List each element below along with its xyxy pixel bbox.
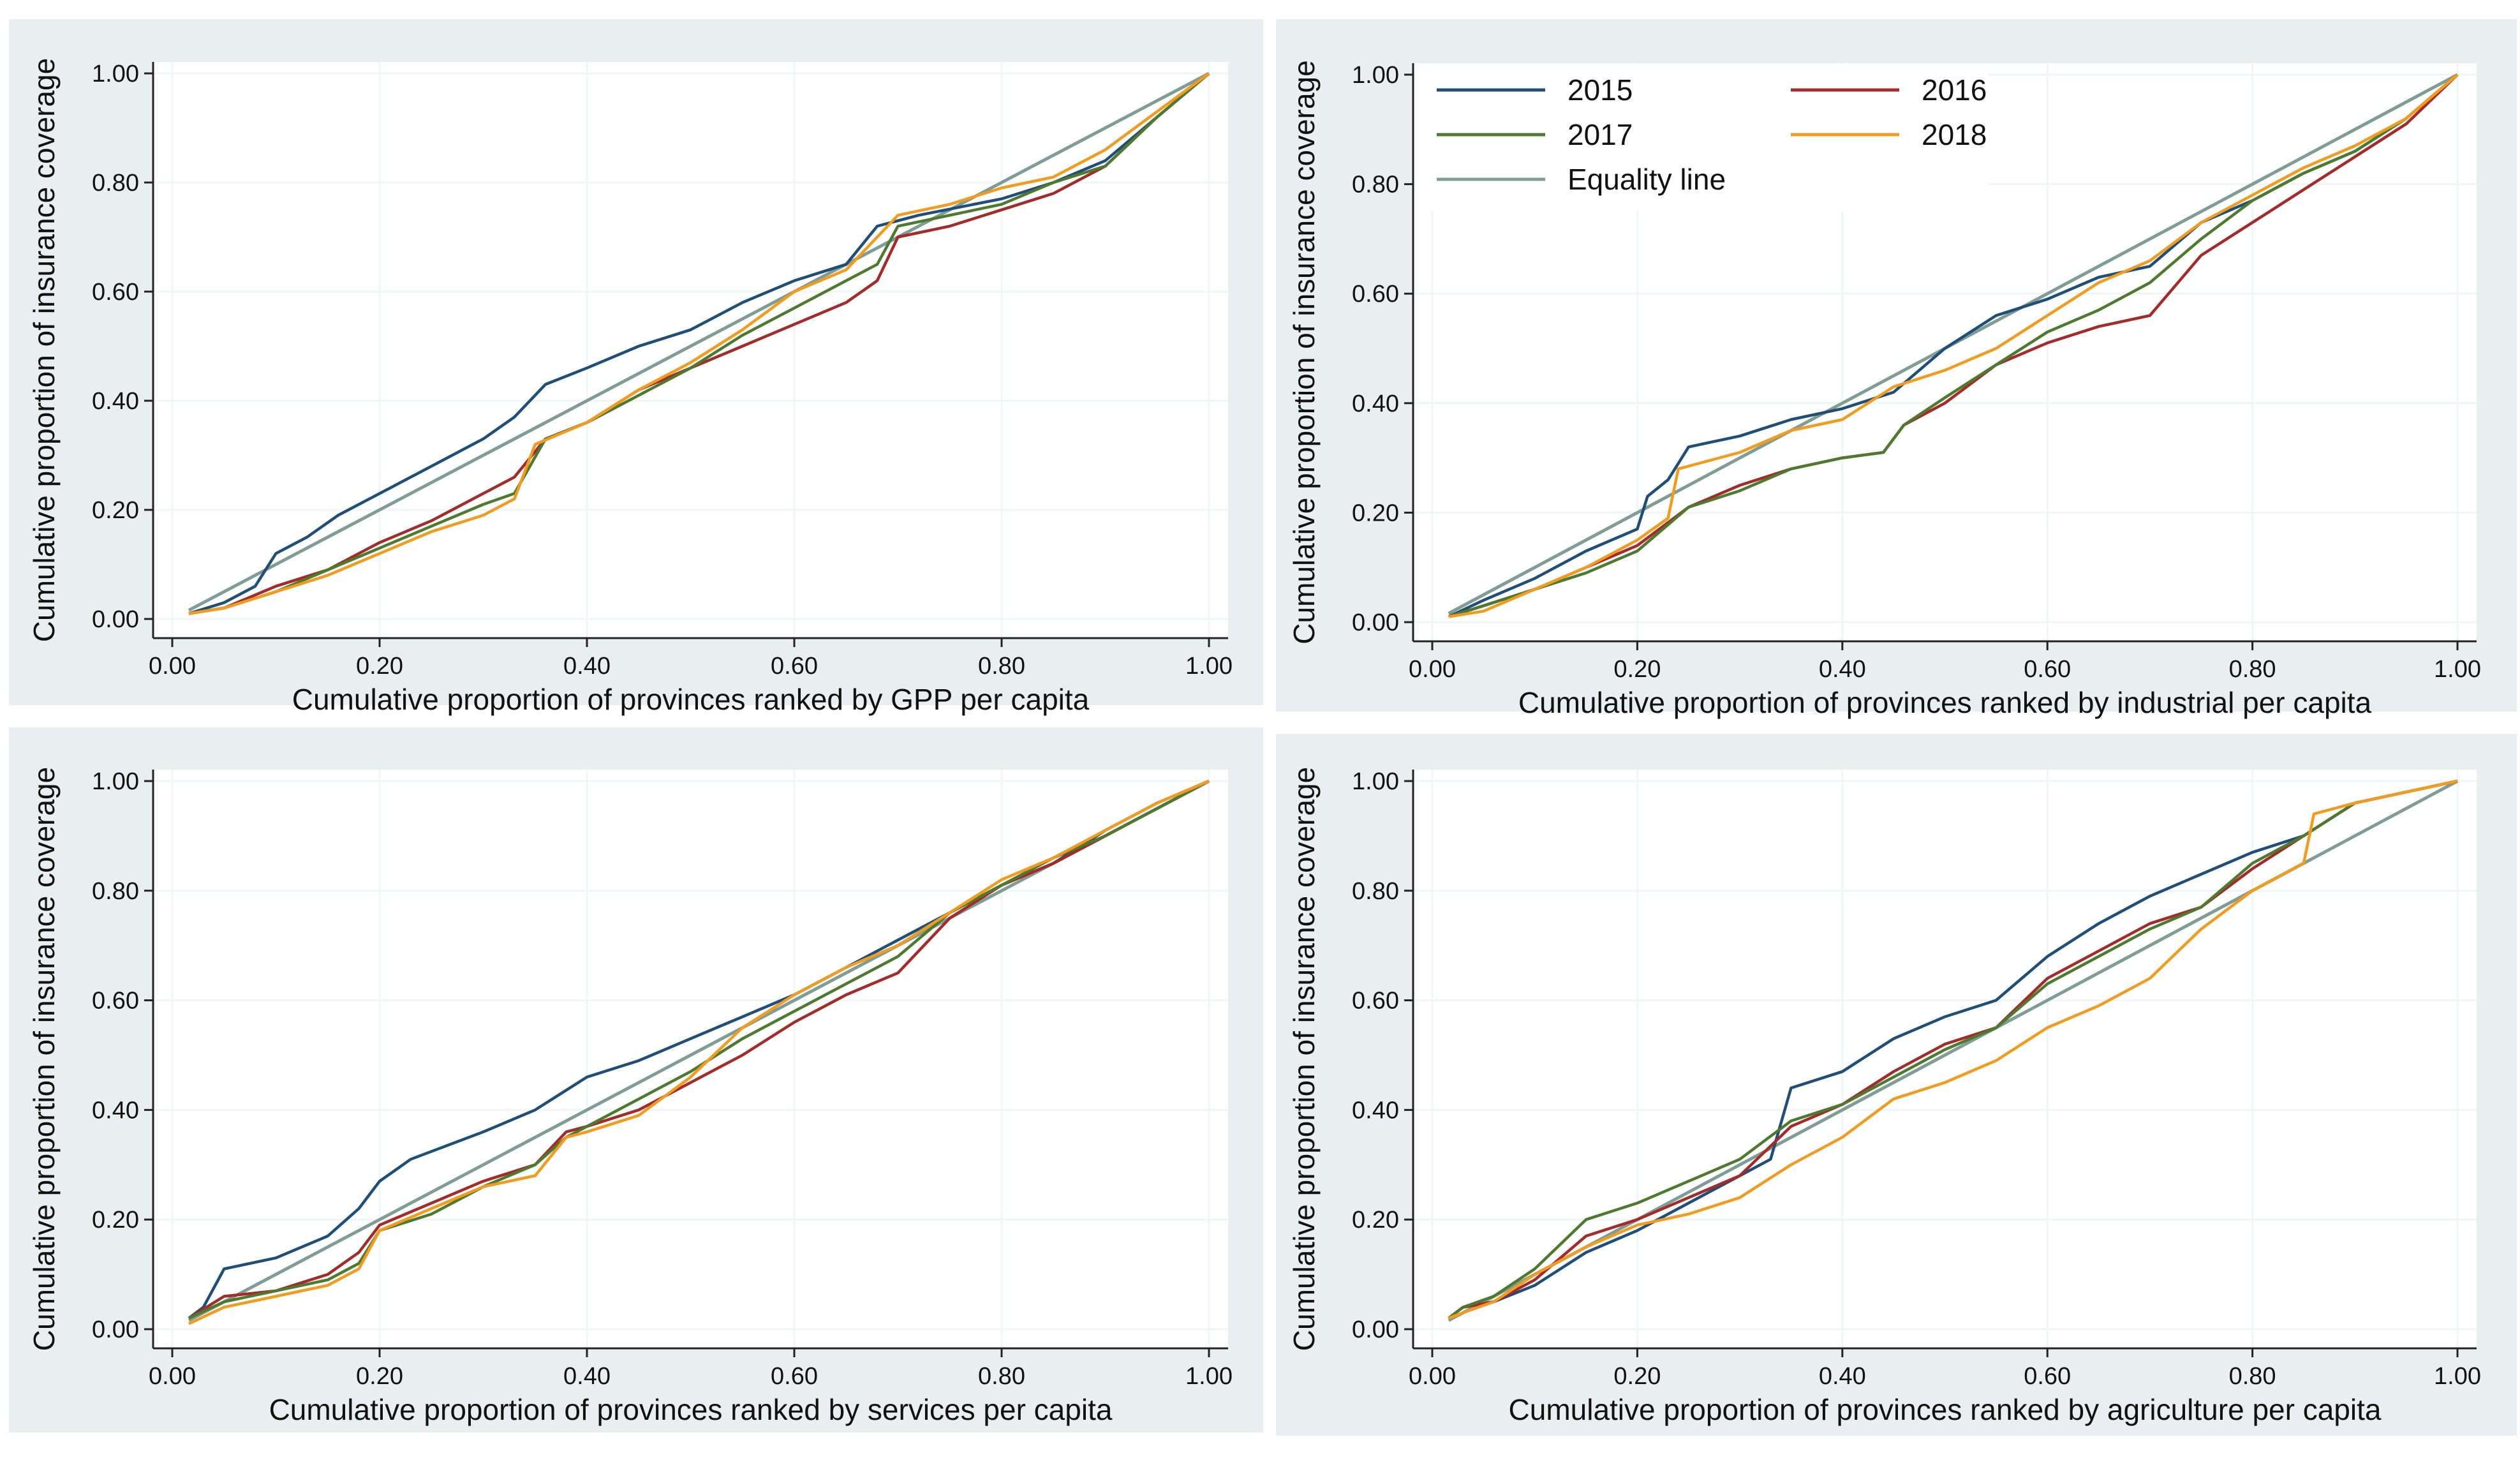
y-tick-label: 0.40 (1352, 1097, 1399, 1124)
x-tick-label: 0.40 (563, 653, 611, 680)
series-line-2018 (188, 72, 1210, 615)
x-tick-label: 0.60 (2024, 1363, 2071, 1390)
y-tick-label: 0.60 (92, 988, 139, 1015)
x-tick-label: 0.80 (978, 1363, 1025, 1390)
x-axis-title: Cumulative proportion of provinces ranke… (292, 683, 1090, 716)
legend: 2015 2016 2017 2018 Equality line (1414, 64, 1989, 211)
series-line-2018 (188, 779, 1210, 1325)
y-tick-label: 0.80 (1352, 878, 1399, 905)
x-tick-label: 1.00 (1185, 1363, 1233, 1390)
x-tick-label: 0.00 (149, 1363, 196, 1390)
x-tick-label: 0.20 (356, 1363, 403, 1390)
series-line-2016 (1448, 779, 2458, 1320)
series-line-2017 (188, 780, 1210, 1320)
y-tick-label: 1.00 (1352, 62, 1399, 89)
series-line-2018 (1448, 779, 2458, 1320)
x-tick-label: 0.40 (1819, 656, 1866, 683)
x-axis-title: Cumulative proportion of provinces ranke… (1509, 1393, 2382, 1426)
y-axis-title: Cumulative proportion of insurance cover… (27, 767, 61, 1351)
y-tick-label: 0.20 (92, 1207, 139, 1233)
x-tick-label: 0.20 (1613, 1363, 1661, 1390)
series-line-2017 (1448, 779, 2458, 1320)
x-tick-label: 1.00 (1185, 653, 1233, 680)
y-tick-label: 1.00 (92, 768, 139, 795)
series-line-2016 (1448, 73, 2459, 618)
y-axis-title: Cumulative proportion of insurance cover… (27, 58, 61, 642)
x-tick-label: 0.80 (2229, 656, 2276, 683)
y-tick-label: 0.80 (1352, 172, 1399, 198)
y-tick-label: 0.00 (92, 606, 139, 633)
chart-panel-services: 0.00 0.00 0.20 0.20 0.40 0.40 0.60 0.60 0.80 0.80… (9, 727, 1263, 1433)
chart-panel-industrial: 0.00 0.00 0.20 0.20 0.40 0.40 0.60 0.60 0.80 0.80… (1276, 19, 2517, 719)
y-tick-label: 0.80 (92, 170, 139, 197)
x-tick-label: 0.60 (771, 1363, 818, 1390)
y-axis-title: Cumulative proportion of insurance cover… (1287, 60, 1321, 644)
x-tick-label: 0.00 (1409, 1363, 1456, 1390)
x-tick-label: 0.20 (356, 653, 403, 680)
x-axis-title: Cumulative proportion of provinces ranke… (1518, 686, 2372, 719)
chart-panel-gpp: 0.00 0.00 0.20 0.20 0.40 0.40 0.60 0.60 0.80 0.80… (9, 19, 1263, 716)
legend-label: 2017 (1568, 118, 1633, 151)
y-tick-label: 0.40 (92, 1097, 139, 1124)
chart-panel-agriculture: 0.00 0.00 0.20 0.20 0.40 0.40 0.60 0.60 0.80 0.80… (1276, 734, 2517, 1436)
y-tick-label: 0.40 (1352, 391, 1399, 417)
y-tick-label: 0.60 (1352, 281, 1399, 308)
x-tick-label: 0.80 (2229, 1363, 2276, 1390)
y-tick-label: 0.80 (92, 878, 139, 905)
series-line-2016 (188, 780, 1210, 1320)
x-tick-label: 0.40 (1819, 1363, 1866, 1390)
x-tick-label: 1.00 (2434, 1363, 2481, 1390)
x-tick-label: 0.00 (1409, 656, 1456, 683)
series-line-2015 (188, 72, 1210, 615)
series-line-2015 (1448, 779, 2458, 1320)
legend-label: Equality line (1568, 163, 1726, 196)
legend-label: 2016 (1922, 73, 1987, 107)
y-tick-label: 0.00 (92, 1316, 139, 1343)
y-tick-label: 0.60 (92, 279, 139, 306)
series-line-2018 (1448, 73, 2459, 618)
y-tick-label: 0.20 (92, 497, 139, 524)
x-tick-label: 0.60 (771, 653, 818, 680)
x-tick-label: 0.20 (1613, 656, 1661, 683)
y-tick-label: 1.00 (1352, 768, 1399, 795)
x-axis-title: Cumulative proportion of provinces ranke… (269, 1393, 1113, 1426)
series-line-2017 (188, 72, 1210, 615)
y-tick-label: 0.00 (1352, 609, 1399, 636)
y-tick-label: 1.00 (92, 61, 139, 87)
y-tick-label: 0.60 (1352, 988, 1399, 1015)
y-axis-title: Cumulative proportion of insurance cover… (1287, 767, 1321, 1351)
y-tick-label: 0.20 (1352, 500, 1399, 526)
x-tick-label: 1.00 (2434, 656, 2481, 683)
x-tick-label: 0.80 (978, 653, 1025, 680)
y-tick-label: 0.00 (1352, 1316, 1399, 1343)
y-tick-label: 0.40 (92, 388, 139, 415)
x-tick-label: 0.40 (563, 1363, 611, 1390)
y-tick-label: 0.20 (1352, 1207, 1399, 1233)
series-line-2017 (1448, 73, 2459, 618)
legend-label: 2018 (1922, 118, 1987, 151)
series-line-equality-line (188, 71, 1210, 612)
x-tick-label: 0.60 (2024, 656, 2071, 683)
x-tick-label: 0.00 (149, 653, 196, 680)
legend-label: 2015 (1568, 73, 1633, 107)
